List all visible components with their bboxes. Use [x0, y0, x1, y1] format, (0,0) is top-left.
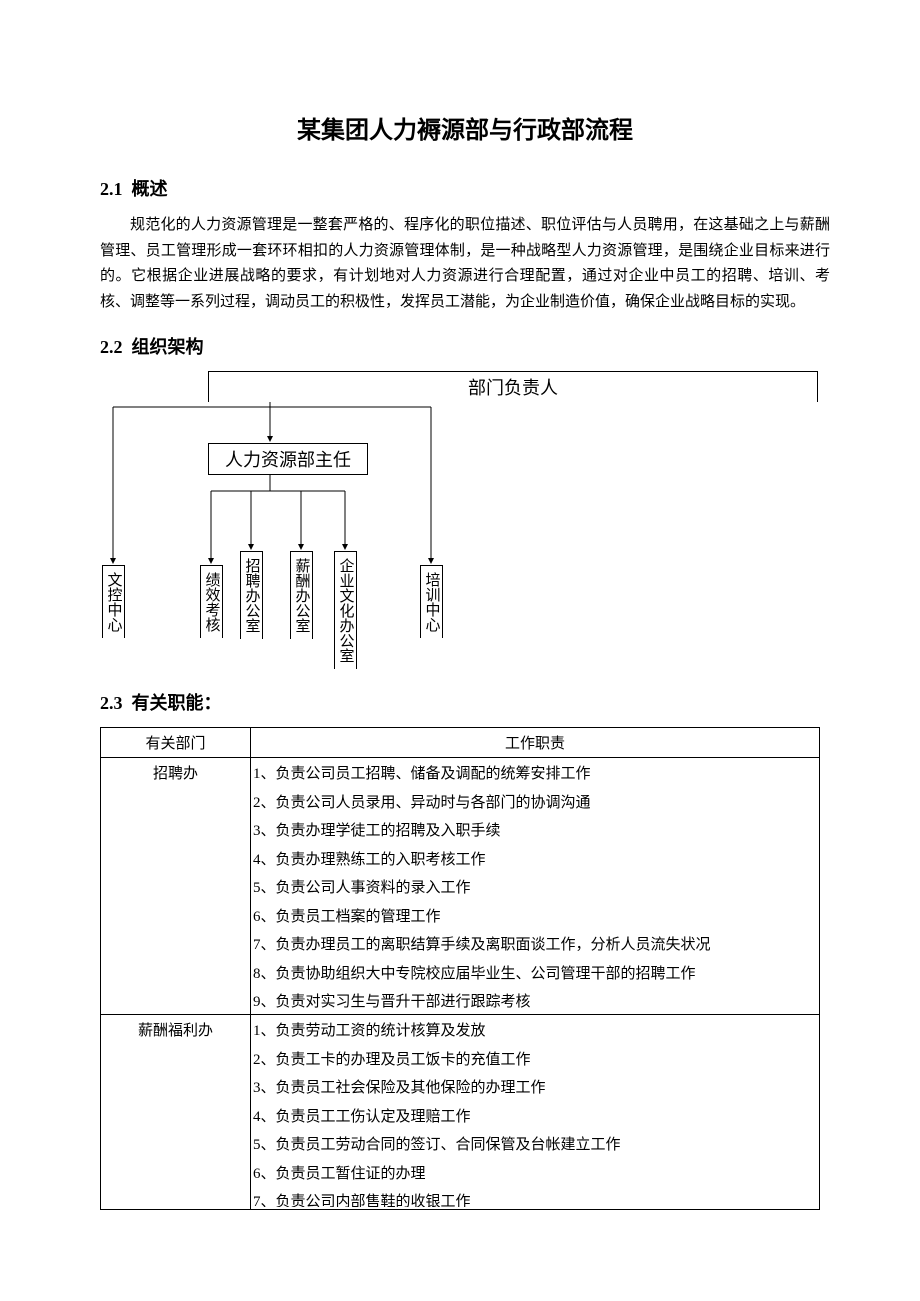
- org-node-train: 培训中心: [420, 565, 443, 638]
- duty-item: 9、负责对实习生与晋升干部进行跟踪考核: [253, 988, 815, 1012]
- section-num: 2.1: [100, 179, 123, 199]
- page-title: 某集团人力褥源部与行政部流程: [100, 110, 830, 145]
- duty-item: 1、负责劳动工资的统计核算及发放: [253, 1017, 815, 1046]
- org-node-recr: 招聘办公室: [240, 551, 263, 639]
- responsibilities-table: 有关部门 工作职责 招聘办1、负责公司员工招聘、储备及调配的统筹安排工作2、负责…: [100, 727, 820, 1210]
- section-label: 概述: [132, 179, 168, 199]
- duty-item: 3、负责办理学徒工的招聘及入职手续: [253, 817, 815, 846]
- table-row: 招聘办1、负责公司员工招聘、储备及调配的统筹安排工作2、负责公司人员录用、异动时…: [101, 758, 820, 1015]
- dept-cell: 招聘办: [101, 758, 251, 1015]
- org-node-hr: 人力资源部主任: [208, 443, 368, 475]
- duty-item: 4、负责员工工伤认定及理赔工作: [253, 1103, 815, 1132]
- duty-item: 2、负责工卡的办理及员工饭卡的充值工作: [253, 1046, 815, 1075]
- table-row: 薪酬福利办1、负责劳动工资的统计核算及发放2、负责工卡的办理及员工饭卡的充值工作…: [101, 1015, 820, 1210]
- section-label: 有关职能：: [132, 693, 222, 713]
- section-num: 2.3: [100, 693, 123, 713]
- org-node-cult: 企业文化办公室: [334, 551, 357, 669]
- duty-item: 4、负责办理熟练工的入职考核工作: [253, 846, 815, 875]
- section-num: 2.2: [100, 337, 123, 357]
- duty-item: 7、负责办理员工的离职结算手续及离职面谈工作，分析人员流失状况: [253, 931, 815, 960]
- duties-cell: 1、负责公司员工招聘、储备及调配的统筹安排工作2、负责公司人员录用、异动时与各部…: [251, 758, 820, 1015]
- col-header-duties: 工作职责: [251, 728, 820, 758]
- duties-cell: 1、负责劳动工资的统计核算及发放2、负责工卡的办理及员工饭卡的充值工作3、负责员…: [251, 1015, 820, 1210]
- dept-cell: 薪酬福利办: [101, 1015, 251, 1210]
- org-node-doc: 文控中心: [102, 565, 125, 638]
- section-heading-resp: 2.3 有关职能：: [100, 689, 830, 715]
- duty-item: 1、负责公司员工招聘、储备及调配的统筹安排工作: [253, 760, 815, 789]
- duty-item: 6、负责员工档案的管理工作: [253, 903, 815, 932]
- section-heading-overview: 2.1 概述: [100, 175, 830, 201]
- duty-item: 5、负责公司人事资料的录入工作: [253, 874, 815, 903]
- duty-item: 7、负责公司内部售鞋的收银工作: [253, 1188, 815, 1207]
- duty-item: 2、负责公司人员录用、异动时与各部门的协调沟通: [253, 789, 815, 818]
- org-node-comp: 薪酬办公室: [290, 551, 313, 639]
- section-label: 组织架构: [132, 337, 204, 357]
- org-chart: 部门负责人人力资源部主任文控中心 绩效考核招聘办公室 薪酬办公室企业文化办公室 培训中…: [100, 371, 820, 671]
- duty-item: 8、负责协助组织大中专院校应届毕业生、公司管理干部的招聘工作: [253, 960, 815, 989]
- col-header-dept: 有关部门: [101, 728, 251, 758]
- overview-paragraph: 规范化的人力资源管理是一整套严格的、程序化的职位描述、职位评估与人员聘用，在这基…: [100, 213, 830, 315]
- org-node-perf: 绩效考核: [200, 565, 223, 638]
- section-heading-org: 2.2 组织架构: [100, 333, 830, 359]
- duty-item: 3、负责员工社会保险及其他保险的办理工作: [253, 1074, 815, 1103]
- duty-item: 6、负责员工暂住证的办理: [253, 1160, 815, 1189]
- duty-item: 5、负责员工劳动合同的签订、合同保管及台帐建立工作: [253, 1131, 815, 1160]
- org-node-root: 部门负责人: [208, 371, 818, 402]
